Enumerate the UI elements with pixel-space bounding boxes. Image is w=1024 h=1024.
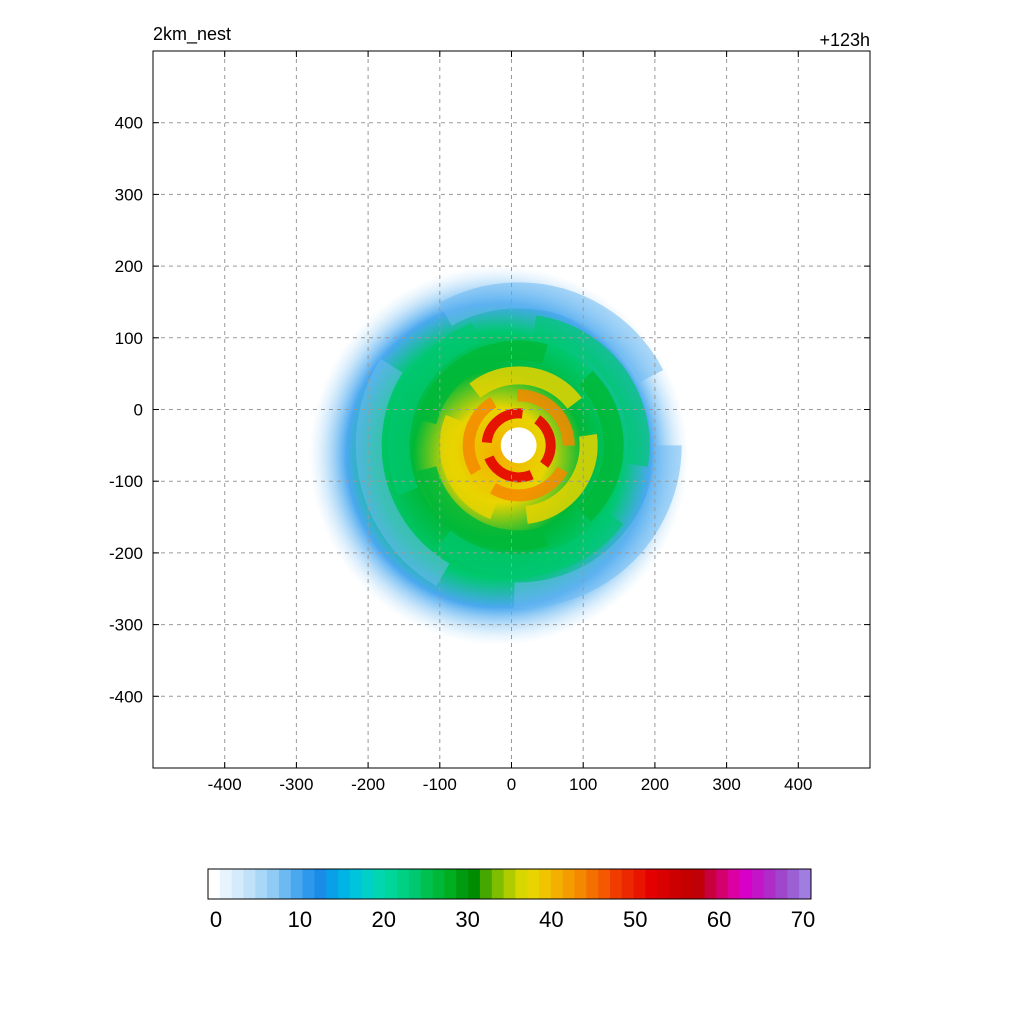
x-tick-label: 0 <box>507 775 516 794</box>
x-tick-label: 200 <box>641 775 669 794</box>
colorbar-swatch <box>432 869 445 899</box>
colorbar-tick-label: 70 <box>791 907 815 932</box>
colorbar-swatch <box>456 869 469 899</box>
panel-title: 2km_nest <box>153 24 231 45</box>
storm-field <box>308 265 689 646</box>
x-tick-label: -300 <box>279 775 313 794</box>
storm-rainband <box>355 282 682 609</box>
colorbar-swatch <box>444 869 457 899</box>
colorbar-tick-label: 30 <box>455 907 479 932</box>
colorbar-swatch <box>586 869 599 899</box>
colorbar-tick-label: 50 <box>623 907 647 932</box>
storm-rainband <box>481 408 556 483</box>
colorbar-swatch <box>574 869 587 899</box>
x-tick-label: -200 <box>351 775 385 794</box>
colorbar-swatch <box>515 869 528 899</box>
colorbar-swatch <box>302 869 315 899</box>
colorbar-swatch <box>267 869 280 899</box>
colorbar-swatch <box>231 869 244 899</box>
colorbar-swatch <box>550 869 564 899</box>
y-tick-label: 300 <box>115 185 143 204</box>
colorbar-swatch <box>373 869 386 899</box>
colorbar-swatch <box>799 869 812 899</box>
forecast-hour-label: +123h <box>819 30 870 50</box>
x-tick-label: -100 <box>423 775 457 794</box>
colorbar-swatch <box>704 869 717 899</box>
y-tick-label: 200 <box>115 257 143 276</box>
colorbar-swatch <box>208 869 221 899</box>
colorbar-swatch <box>385 869 398 899</box>
x-tick-label: -400 <box>208 775 242 794</box>
reflectivity-map <box>153 51 870 768</box>
colorbar-swatch <box>338 869 351 899</box>
colorbar-swatch <box>633 869 646 899</box>
colorbar-swatch <box>669 869 682 899</box>
colorbar-swatch <box>278 869 292 899</box>
colorbar-swatch <box>503 869 516 899</box>
colorbar-tick-label: 60 <box>707 907 731 932</box>
x-axis: -400 -300 -200 -100 0 100 200 300 400 <box>208 51 812 794</box>
storm-rainband <box>439 366 598 525</box>
colorbar-swatch <box>491 869 505 899</box>
storm-rainband <box>387 314 650 577</box>
colorbar: 0 10 20 30 40 50 60 70 <box>207 868 815 932</box>
colorbar-swatch <box>290 869 304 899</box>
colorbar-swatch <box>361 869 375 899</box>
colorbar-swatch <box>610 869 623 899</box>
colorbar-swatch <box>740 869 753 899</box>
colorbar-swatch <box>598 869 611 899</box>
colorbar-swatch <box>692 869 706 899</box>
colorbar-frame <box>207 868 812 900</box>
colorbar-swatch <box>349 869 363 899</box>
x-tick-label: 400 <box>784 775 812 794</box>
y-tick-label: -300 <box>109 616 143 635</box>
y-tick-label: 100 <box>115 329 143 348</box>
colorbar-tick-label: 0 <box>210 907 222 932</box>
colorbar-swatch <box>728 869 741 899</box>
colorbar-swatch <box>775 869 788 899</box>
colorbar-swatch <box>397 869 410 899</box>
y-tick-label: 400 <box>115 114 143 133</box>
colorbar-swatch <box>763 869 777 899</box>
colorbar-swatch <box>645 869 658 899</box>
colorbar-swatch <box>420 869 434 899</box>
colorbar-swatch <box>219 869 233 899</box>
colorbar-tick-label: 20 <box>371 907 395 932</box>
colorbar-swatch <box>409 869 422 899</box>
y-axis: 400 300 200 100 0 -100 -200 -300 -400 <box>109 114 870 706</box>
x-tick-label: 100 <box>569 775 597 794</box>
colorbar-swatch <box>314 869 327 899</box>
colorbar-tick-label: 10 <box>288 907 312 932</box>
colorbar-swatch <box>326 869 339 899</box>
y-tick-label: -200 <box>109 544 143 563</box>
colorbar-swatch <box>751 869 765 899</box>
y-tick-label: -100 <box>109 472 143 491</box>
colorbar-swatch <box>787 869 800 899</box>
colorbar-swatch <box>680 869 694 899</box>
colorbar-swatch <box>562 869 576 899</box>
colorbar-swatch <box>621 869 635 899</box>
colorbar-swatch <box>539 869 552 899</box>
colorbar-swatch <box>527 869 540 899</box>
colorbar-swatch <box>716 869 729 899</box>
colorbar-swatch <box>468 869 481 899</box>
x-tick-label: 300 <box>712 775 740 794</box>
y-tick-label: -400 <box>109 687 143 706</box>
colorbar-swatch <box>255 869 268 899</box>
storm-rainband <box>462 389 575 502</box>
y-tick-label: 0 <box>134 401 143 420</box>
storm-eye <box>500 427 537 464</box>
colorbar-swatch <box>657 869 670 899</box>
storm-rainband <box>413 340 624 551</box>
colorbar-tick-label: 40 <box>539 907 563 932</box>
colorbar-swatch <box>243 869 256 899</box>
colorbar-swatch <box>479 869 493 899</box>
